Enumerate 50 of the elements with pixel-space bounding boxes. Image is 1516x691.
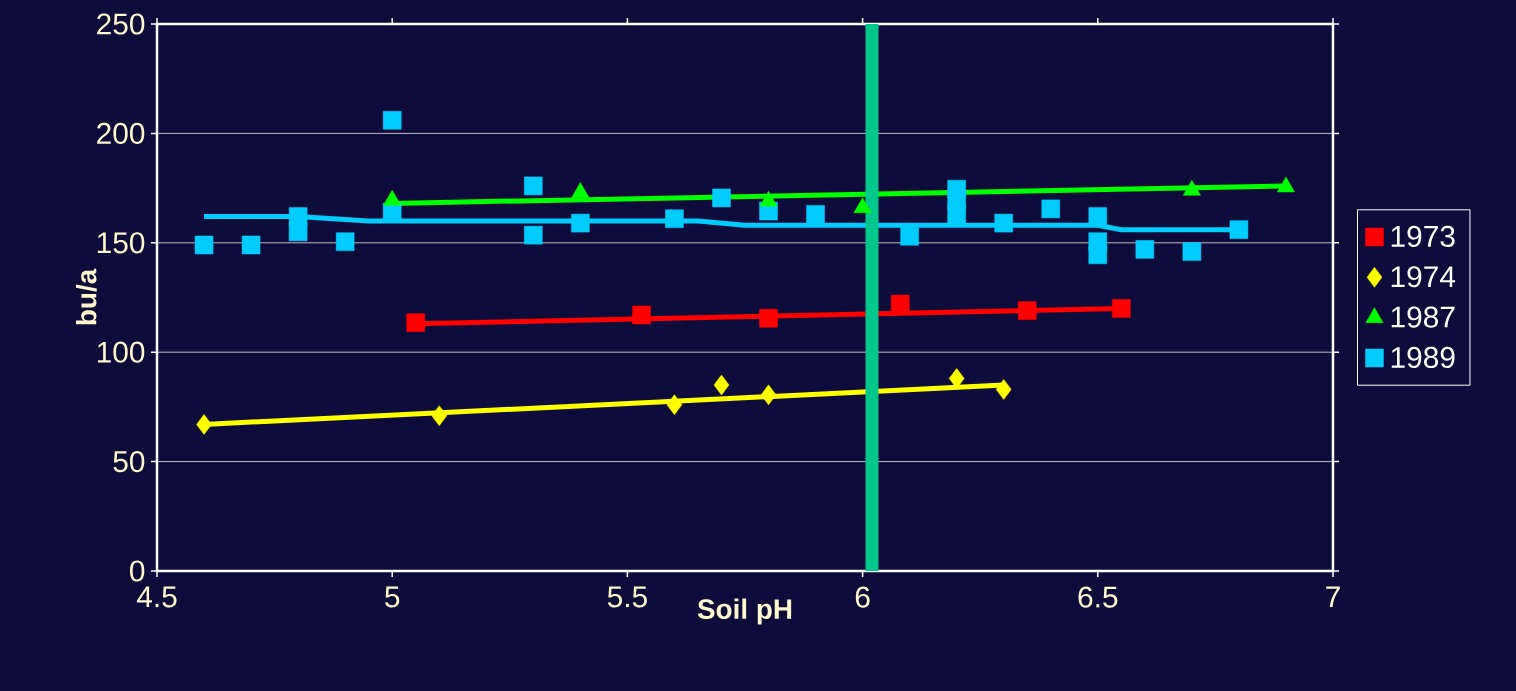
legend-label: 1974 <box>1391 266 1456 288</box>
x-tick-label: 6.5 <box>1078 586 1118 608</box>
y-tick-label: 50 <box>113 451 145 473</box>
point <box>900 226 919 246</box>
point <box>382 111 402 130</box>
point <box>665 209 684 228</box>
y-tick-label: 100 <box>97 341 145 363</box>
point <box>632 305 651 325</box>
x-tick-label: 5 <box>385 586 400 608</box>
point <box>524 225 543 245</box>
legend-label: 1973 <box>1391 225 1455 247</box>
point <box>335 232 355 251</box>
legend-label: 1989 <box>1391 346 1455 368</box>
point <box>571 213 590 233</box>
x-tick-label: 4.5 <box>136 586 177 608</box>
point <box>947 205 966 224</box>
point <box>194 235 214 255</box>
y-tick-label: 0 <box>130 560 145 582</box>
point <box>890 294 910 314</box>
point <box>994 213 1013 233</box>
point <box>806 205 825 224</box>
point <box>1112 299 1131 318</box>
point <box>1041 199 1060 219</box>
point <box>1088 207 1108 226</box>
point <box>406 313 425 332</box>
point <box>995 379 1012 400</box>
point <box>241 235 261 255</box>
point <box>431 405 447 426</box>
point <box>712 188 731 208</box>
point <box>760 384 777 406</box>
point <box>713 374 730 396</box>
point <box>288 222 308 242</box>
x-tick-label: 6 <box>855 586 870 608</box>
point <box>524 176 543 196</box>
x-tick-label: 5.5 <box>607 586 647 608</box>
x-tick-label: 7 <box>1326 586 1340 608</box>
y-tick-label: 250 <box>97 13 145 35</box>
point <box>196 414 212 435</box>
point <box>666 394 683 415</box>
point <box>1229 220 1249 239</box>
point <box>1088 245 1108 265</box>
point <box>1017 301 1037 320</box>
y-axis-title: bu/a <box>76 268 97 325</box>
point <box>759 309 778 328</box>
point <box>1135 240 1155 259</box>
y-tick-label: 150 <box>97 232 145 254</box>
x-axis-title: Soil pH <box>697 598 792 625</box>
legend-label: 1987 <box>1391 306 1455 328</box>
point <box>1182 242 1202 261</box>
y-tick-label: 200 <box>97 122 145 144</box>
